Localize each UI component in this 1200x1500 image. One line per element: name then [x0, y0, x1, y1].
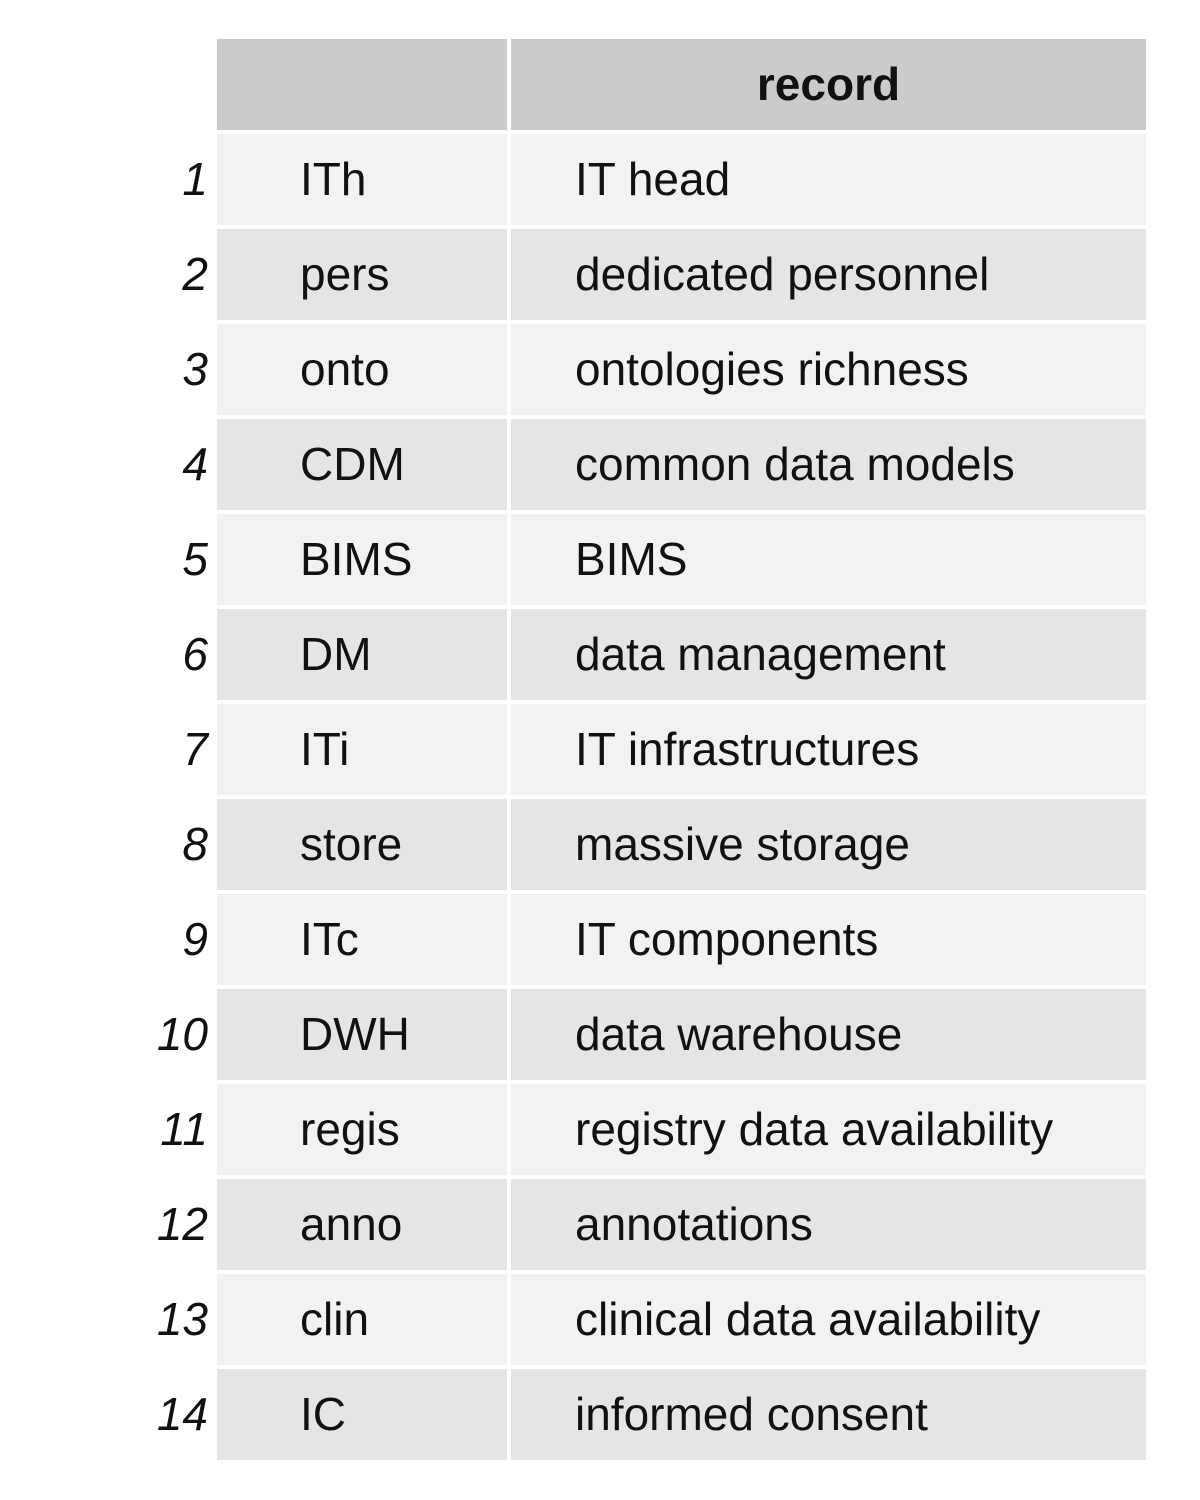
record-cell: informed consent: [511, 1369, 1146, 1460]
table-row: 5 BIMS BIMS: [0, 514, 1200, 605]
row-index: 2: [182, 248, 208, 300]
row-index: 7: [182, 723, 208, 775]
code-cell: DM: [217, 609, 507, 700]
row-index: 8: [182, 818, 208, 870]
code-cell: ITc: [217, 894, 507, 985]
code-cell: regis: [217, 1084, 507, 1175]
code-cell: clin: [217, 1274, 507, 1365]
row-index: 6: [182, 628, 208, 680]
record-cell: massive storage: [511, 799, 1146, 890]
row-index: 11: [160, 1103, 208, 1155]
table-row: 6 DM data management: [0, 609, 1200, 700]
row-index: 12: [156, 1198, 208, 1250]
record-cell: clinical data availability: [511, 1274, 1146, 1365]
record-cell: common data models: [511, 419, 1146, 510]
row-index: 5: [182, 533, 208, 585]
row-index: 14: [156, 1388, 208, 1440]
record-cell: data management: [511, 609, 1146, 700]
table-row: 12 anno annotations: [0, 1179, 1200, 1270]
code-cell: BIMS: [217, 514, 507, 605]
table-row: 2 pers dedicated personnel: [0, 229, 1200, 320]
record-cell: ontologies richness: [511, 324, 1146, 415]
table-row: 10 DWH data warehouse: [0, 989, 1200, 1080]
code-cell: store: [217, 799, 507, 890]
row-index: 3: [182, 343, 208, 395]
row-index: 9: [182, 913, 208, 965]
code-cell: DWH: [217, 989, 507, 1080]
record-cell: BIMS: [511, 514, 1146, 605]
code-cell: anno: [217, 1179, 507, 1270]
code-cell: onto: [217, 324, 507, 415]
code-cell: pers: [217, 229, 507, 320]
header-cell-record: record: [511, 39, 1146, 130]
code-cell: ITi: [217, 704, 507, 795]
record-cell: annotations: [511, 1179, 1146, 1270]
table-row: 8 store massive storage: [0, 799, 1200, 890]
table-row: 7 ITi IT infrastructures: [0, 704, 1200, 795]
table-row: 1 ITh IT head: [0, 134, 1200, 225]
row-index: 1: [182, 153, 208, 205]
row-index: 4: [182, 438, 208, 490]
record-cell: IT components: [511, 894, 1146, 985]
record-cell: data warehouse: [511, 989, 1146, 1080]
header-cell-code: [217, 39, 507, 130]
table-row: 13 clin clinical data availability: [0, 1274, 1200, 1365]
code-cell: CDM: [217, 419, 507, 510]
record-cell: dedicated personnel: [511, 229, 1146, 320]
record-cell: registry data availability: [511, 1084, 1146, 1175]
table-row: 3 onto ontologies richness: [0, 324, 1200, 415]
table-header-row: record: [0, 39, 1200, 130]
table-row: 11 regis registry data availability: [0, 1084, 1200, 1175]
row-index: 13: [156, 1293, 208, 1345]
record-cell: IT infrastructures: [511, 704, 1146, 795]
table-row: 9 ITc IT components: [0, 894, 1200, 985]
table-row: 14 IC informed consent: [0, 1369, 1200, 1460]
row-index: 10: [156, 1008, 208, 1060]
record-cell: IT head: [511, 134, 1146, 225]
table-row: 4 CDM common data models: [0, 419, 1200, 510]
code-cell: ITh: [217, 134, 507, 225]
code-cell: IC: [217, 1369, 507, 1460]
